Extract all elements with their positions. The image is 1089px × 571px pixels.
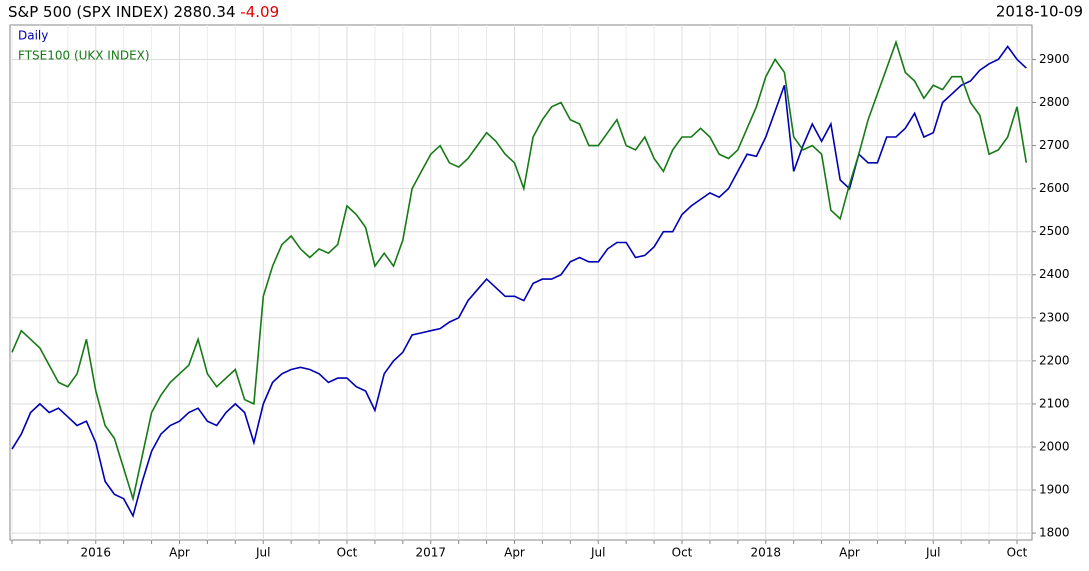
x-tick-label: Apr	[169, 546, 190, 560]
change: -4.09	[240, 3, 279, 21]
x-tick-label: Jul	[590, 546, 605, 560]
y-tick-label: 2400	[1039, 267, 1070, 281]
series-line	[11, 39, 1028, 502]
last-value: 2880.34	[173, 3, 235, 21]
y-tick-label: 2000	[1039, 439, 1070, 453]
legend-entry: Daily	[18, 29, 48, 43]
x-tick-label: Jul	[925, 546, 940, 560]
y-tick-label: 2200	[1039, 353, 1070, 367]
y-tick-label: 2500	[1039, 224, 1070, 238]
y-tick-label: 2900	[1039, 52, 1070, 66]
chart-title: S&P 500 (SPX INDEX)	[8, 3, 169, 21]
y-tick-label: 2600	[1039, 181, 1070, 195]
legend-entry: FTSE100 (UKX INDEX)	[18, 49, 150, 63]
x-tick-label: Jul	[255, 546, 270, 560]
y-tick-label: 2800	[1039, 95, 1070, 109]
y-tick-label: 2700	[1039, 138, 1070, 152]
x-tick-label: Apr	[839, 546, 860, 560]
x-tick-label: Apr	[504, 546, 525, 560]
x-tick-label: Oct	[1007, 546, 1028, 560]
x-tick-label: 2017	[415, 546, 446, 560]
x-tick-label: Oct	[337, 546, 358, 560]
header: S&P 500 (SPX INDEX) 2880.34 -4.09	[8, 3, 279, 21]
x-tick-label: 2016	[80, 546, 111, 560]
y-tick-label: 1800	[1039, 526, 1070, 540]
date: 2018-10-09	[996, 3, 1083, 21]
x-tick-label: Oct	[672, 546, 693, 560]
series-line	[11, 45, 1027, 519]
plot-frame	[9, 24, 1033, 541]
x-tick-label: 2018	[750, 546, 781, 560]
y-tick-label: 2300	[1039, 310, 1070, 324]
y-tick-label: 1900	[1039, 483, 1070, 497]
y-tick-label: 2100	[1039, 396, 1070, 410]
